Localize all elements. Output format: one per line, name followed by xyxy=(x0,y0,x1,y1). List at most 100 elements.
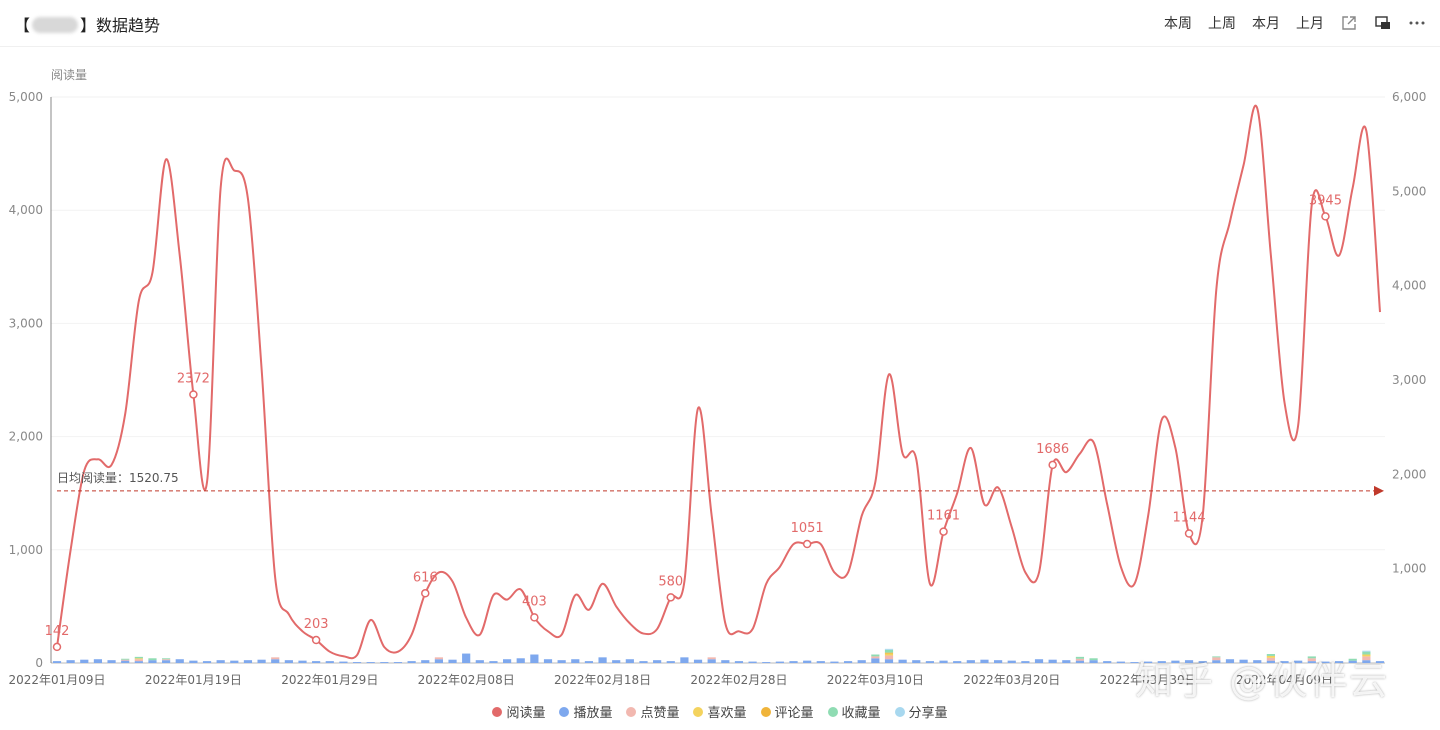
data-point xyxy=(421,589,430,598)
bar-播放量 xyxy=(1266,660,1275,663)
bar-播放量 xyxy=(966,660,975,663)
legend-item[interactable]: 播放量 xyxy=(559,702,612,721)
bar-播放量 xyxy=(448,659,457,663)
y-left-tick-label: 4,000 xyxy=(9,203,43,217)
bar-播放量 xyxy=(1212,660,1221,663)
bar-播放量 xyxy=(230,660,239,663)
legend-label: 分享量 xyxy=(908,706,948,721)
x-tick-label: 2022年02月28日 xyxy=(690,673,787,687)
bar-播放量 xyxy=(366,662,375,663)
bar-播放量 xyxy=(666,661,675,663)
bar-收藏量 xyxy=(121,658,130,660)
bar-播放量 xyxy=(1362,660,1371,663)
bar-点赞量 xyxy=(884,655,894,660)
more-icon[interactable] xyxy=(1408,14,1426,32)
bar-播放量 xyxy=(380,662,389,663)
legend-item[interactable]: 评论量 xyxy=(760,702,814,721)
bar-播放量 xyxy=(434,659,443,663)
bar-播放量 xyxy=(325,661,334,663)
data-label: 2372 xyxy=(177,371,210,386)
bar-喜欢量 xyxy=(1362,654,1371,657)
data-label: 3945 xyxy=(1309,193,1342,208)
bar-收藏量 xyxy=(884,649,894,653)
bar-播放量 xyxy=(107,660,116,663)
bar-点赞量 xyxy=(1307,658,1316,662)
last-month-button[interactable]: 上月 xyxy=(1296,16,1324,32)
bar-播放量 xyxy=(352,662,362,663)
bar-播放量 xyxy=(830,661,839,663)
legend-swatch xyxy=(559,706,570,717)
bar-播放量 xyxy=(912,660,921,663)
data-point xyxy=(189,390,198,399)
legend-label: 阅读量 xyxy=(506,706,546,721)
x-tick-label: 2022年02月18日 xyxy=(554,673,651,687)
x-tick-label: 2022年01月09日 xyxy=(8,673,105,687)
bar-点赞量 xyxy=(162,659,171,661)
data-label: 142 xyxy=(45,624,70,639)
reading-series-line xyxy=(56,104,1381,660)
this-week-button[interactable]: 本周 xyxy=(1164,16,1192,32)
legend-item[interactable]: 阅读量 xyxy=(492,702,545,721)
y-right-tick-label: 6,000 xyxy=(1392,90,1426,104)
bar-播放量 xyxy=(1239,659,1248,663)
bar-播放量 xyxy=(52,661,62,663)
average-line-label: 日均阅读量：1520.75 xyxy=(57,471,179,485)
data-point xyxy=(802,539,812,549)
bar-播放量 xyxy=(1184,660,1194,663)
data-point xyxy=(530,613,539,622)
bar-收藏量 xyxy=(1075,656,1085,659)
y-right-tick-label: 1,000 xyxy=(1392,562,1426,576)
data-point xyxy=(1048,460,1057,470)
window-toggle-icon[interactable] xyxy=(1374,14,1392,32)
bar-点赞量 xyxy=(134,659,143,662)
bar-收藏量 xyxy=(1212,656,1221,658)
legend-swatch xyxy=(827,706,838,717)
this-month-button[interactable]: 本月 xyxy=(1252,16,1280,32)
bar-播放量 xyxy=(734,661,744,663)
bar-播放量 xyxy=(598,657,607,663)
bar-收藏量 xyxy=(1362,651,1371,655)
x-tick-label: 2022年01月19日 xyxy=(145,673,242,687)
legend-item[interactable]: 喜欢量 xyxy=(693,702,747,721)
bar-收藏量 xyxy=(1307,656,1316,659)
bar-播放量 xyxy=(953,661,962,663)
bar-播放量 xyxy=(1253,660,1262,663)
bar-播放量 xyxy=(1321,661,1330,663)
bar-播放量 xyxy=(775,661,784,663)
bar-收藏量 xyxy=(162,658,171,660)
bar-播放量 xyxy=(1198,661,1207,663)
legend-swatch xyxy=(693,706,704,717)
bar-播放量 xyxy=(898,659,907,663)
last-week-button[interactable]: 上周 xyxy=(1208,16,1236,32)
average-line-arrow xyxy=(1374,485,1384,496)
bar-喜欢量 xyxy=(134,658,143,660)
bar-播放量 xyxy=(407,661,416,663)
bar-播放量 xyxy=(612,660,621,663)
y-right-tick-label: 2,000 xyxy=(1392,467,1426,481)
bar-播放量 xyxy=(707,659,716,663)
y-left-axis-title: 阅读量 xyxy=(51,68,87,82)
bar-播放量 xyxy=(1007,660,1016,663)
data-point xyxy=(311,635,321,645)
bar-播放量 xyxy=(925,661,934,663)
bar-播放量 xyxy=(939,660,948,663)
legend-item[interactable]: 点赞量 xyxy=(626,702,679,721)
bar-播放量 xyxy=(339,661,348,663)
y-left-tick-label: 1,000 xyxy=(9,543,43,557)
bar-播放量 xyxy=(243,660,253,663)
bar-播放量 xyxy=(1144,661,1153,663)
bar-播放量 xyxy=(530,654,539,663)
bar-播放量 xyxy=(980,659,989,663)
bar-分享量 xyxy=(1362,650,1371,652)
bar-点赞量 xyxy=(1362,656,1371,661)
bar-播放量 xyxy=(1225,659,1235,663)
bar-播放量 xyxy=(489,661,498,663)
legend-item[interactable]: 收藏量 xyxy=(827,702,881,721)
data-label: 1161 xyxy=(927,509,960,524)
data-point xyxy=(666,593,676,602)
bar-播放量 xyxy=(393,662,403,663)
legend-item[interactable]: 分享量 xyxy=(894,702,948,721)
external-link-icon[interactable] xyxy=(1340,14,1358,32)
bar-播放量 xyxy=(653,660,662,663)
legend-swatch xyxy=(492,706,503,717)
